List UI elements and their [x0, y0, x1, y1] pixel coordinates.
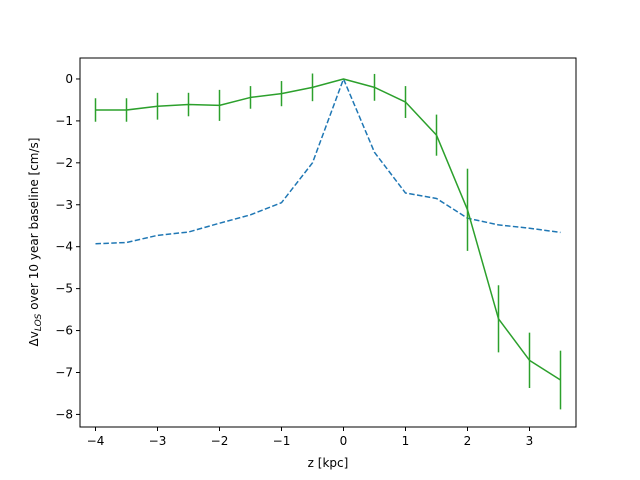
y-tick-label: −1 [55, 114, 73, 128]
x-tick-label: −4 [87, 434, 105, 448]
x-tick-label: −2 [211, 434, 229, 448]
series-layer [94, 73, 562, 410]
x-tick-label: 3 [526, 434, 534, 448]
series-line [95, 78, 561, 245]
x-axis-ticks: −4 −3 −2 −1 0 1 2 3 [87, 427, 534, 448]
y-tick-label: −3 [55, 198, 73, 212]
y-tick-label: 0 [65, 72, 73, 86]
y-axis-label: ΔvLOS over 10 year baseline [cm/s] [27, 138, 44, 347]
y-axis-label-subscript: LOS [34, 313, 44, 331]
y-tick-label: −4 [55, 240, 73, 254]
x-tick-label: −1 [273, 434, 291, 448]
y-tick-label: −2 [55, 156, 73, 170]
y-tick-label: −7 [55, 365, 73, 379]
x-tick-label: 2 [464, 434, 472, 448]
series-solid [94, 73, 562, 410]
x-tick-label: 0 [340, 434, 348, 448]
x-tick-label: −3 [149, 434, 167, 448]
y-tick-label: −5 [55, 282, 73, 296]
y-axis-label-suffix: over 10 year baseline [cm/s] [27, 138, 41, 314]
y-axis-label-prefix: Δv [27, 331, 41, 346]
x-tick-label: 1 [402, 434, 410, 448]
series-dashed [95, 78, 561, 245]
series-line [95, 78, 561, 381]
y-axis-ticks: 0 −1 −2 −3 −4 −5 −6 −7 −8 [55, 72, 80, 421]
y-tick-label: −8 [55, 407, 73, 421]
x-axis-label: z [kpc] [308, 456, 349, 470]
y-tick-label: −6 [55, 324, 73, 338]
plot-frame [79, 57, 577, 428]
